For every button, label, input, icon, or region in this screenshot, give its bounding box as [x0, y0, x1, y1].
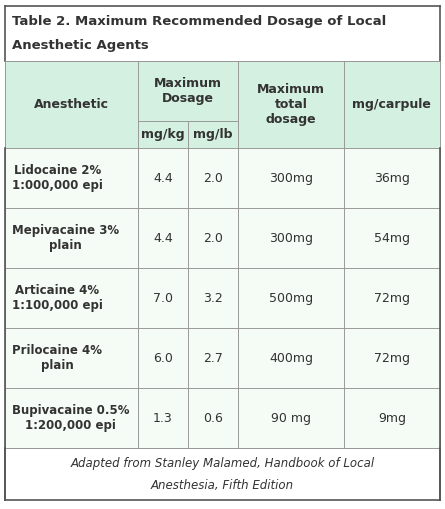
Text: 4.4: 4.4: [153, 172, 173, 185]
Bar: [344, 268, 440, 328]
Text: 0.6: 0.6: [203, 412, 222, 425]
Bar: [138, 268, 188, 328]
Text: Lidocaine 2%
1:000,000 epi: Lidocaine 2% 1:000,000 epi: [12, 164, 103, 192]
Bar: [344, 208, 440, 268]
Text: 72mg: 72mg: [374, 292, 410, 304]
Bar: [5, 6, 440, 61]
Bar: [188, 268, 238, 328]
Bar: [238, 328, 344, 388]
Text: 2.0: 2.0: [203, 232, 222, 245]
Bar: [238, 208, 344, 268]
Text: Articaine 4%
1:100,000 epi: Articaine 4% 1:100,000 epi: [12, 284, 103, 312]
Bar: [188, 388, 238, 448]
Bar: [5, 208, 138, 268]
Text: 2.0: 2.0: [203, 172, 222, 185]
Bar: [344, 388, 440, 448]
Text: mg/carpule: mg/carpule: [352, 98, 431, 111]
Bar: [138, 121, 188, 148]
Text: Anesthetic Agents: Anesthetic Agents: [12, 39, 149, 52]
Bar: [138, 388, 188, 448]
Bar: [238, 388, 344, 448]
Text: Maximum
total
dosage: Maximum total dosage: [257, 83, 325, 126]
Text: 300mg: 300mg: [269, 172, 313, 185]
Text: Bupivacaine 0.5%
1:200,000 epi: Bupivacaine 0.5% 1:200,000 epi: [12, 404, 129, 432]
Bar: [138, 148, 188, 208]
Text: Prilocaine 4%
plain: Prilocaine 4% plain: [12, 344, 102, 372]
Bar: [344, 148, 440, 208]
Text: Anesthetic: Anesthetic: [34, 98, 109, 111]
Text: Anesthesia, Fifth Edition: Anesthesia, Fifth Edition: [151, 479, 294, 492]
Bar: [5, 148, 138, 208]
Text: Adapted from Stanley Malamed, Handbook of Local: Adapted from Stanley Malamed, Handbook o…: [70, 457, 375, 470]
Bar: [138, 328, 188, 388]
Bar: [188, 328, 238, 388]
Text: 72mg: 72mg: [374, 352, 410, 364]
Bar: [138, 208, 188, 268]
Text: 2.7: 2.7: [203, 352, 222, 364]
Text: 1.3: 1.3: [153, 412, 173, 425]
Bar: [238, 268, 344, 328]
Text: 36mg: 36mg: [374, 172, 410, 185]
Bar: [5, 328, 138, 388]
Bar: [344, 328, 440, 388]
Bar: [5, 61, 138, 148]
Text: 7.0: 7.0: [153, 292, 173, 304]
Text: 400mg: 400mg: [269, 352, 313, 364]
Text: 9mg: 9mg: [378, 412, 406, 425]
Bar: [188, 148, 238, 208]
Bar: [138, 61, 238, 121]
Bar: [188, 208, 238, 268]
Bar: [5, 268, 138, 328]
Bar: [5, 448, 440, 500]
Text: 300mg: 300mg: [269, 232, 313, 245]
Text: 3.2: 3.2: [203, 292, 222, 304]
Bar: [238, 148, 344, 208]
Text: mg/kg: mg/kg: [141, 128, 185, 141]
Text: Maximum
Dosage: Maximum Dosage: [154, 77, 222, 105]
Text: Mepivacaine 3%
plain: Mepivacaine 3% plain: [12, 224, 119, 252]
Bar: [5, 388, 138, 448]
Text: 90 mg: 90 mg: [271, 412, 311, 425]
Text: 500mg: 500mg: [269, 292, 313, 304]
Text: 6.0: 6.0: [153, 352, 173, 364]
Text: Table 2. Maximum Recommended Dosage of Local: Table 2. Maximum Recommended Dosage of L…: [12, 15, 387, 28]
Bar: [344, 61, 440, 148]
Text: 54mg: 54mg: [374, 232, 410, 245]
Text: mg/lb: mg/lb: [193, 128, 232, 141]
Bar: [238, 61, 344, 148]
Bar: [188, 121, 238, 148]
Text: 4.4: 4.4: [153, 232, 173, 245]
